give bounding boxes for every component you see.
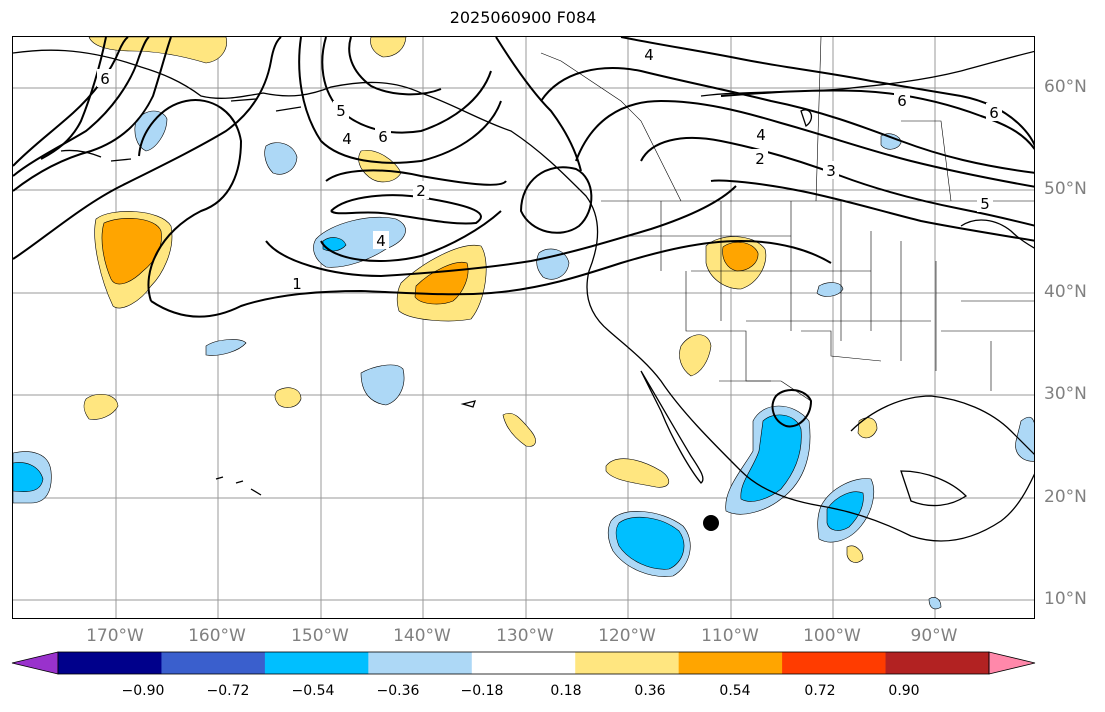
colorbar-tick-label: −0.90 — [121, 683, 165, 699]
pos-core-idaho — [722, 241, 759, 272]
contour-label: 2 — [755, 150, 765, 168]
lon-label: 120°W — [598, 626, 656, 646]
pos-region-subtrop-3 — [502, 412, 536, 447]
contour-label: 2 — [416, 182, 426, 200]
contour-label: 4 — [644, 46, 654, 64]
colorbar-segment — [575, 652, 680, 674]
colorbar-tick-label: 0.18 — [550, 683, 582, 699]
pos-region-c-america — [846, 545, 864, 563]
lon-label: 150°W — [291, 626, 349, 646]
colorbar-segment — [161, 652, 266, 674]
map-title: 2025060900 F084 — [449, 8, 597, 27]
colorbar-tick-label: 0.54 — [719, 683, 751, 699]
lat-label: 10°N — [1044, 589, 1087, 609]
lon-label: 160°W — [188, 626, 246, 646]
lon-label: 170°W — [86, 626, 144, 646]
pos-core-aleutian-west — [101, 218, 162, 285]
colorbar-tick-label: −0.54 — [291, 683, 335, 699]
contour-label: 1 — [292, 275, 302, 293]
pos-region-nw-ak — [370, 37, 407, 58]
colorbar-extend-low — [11, 651, 59, 675]
lat-label: 50°N — [1044, 179, 1087, 199]
colorbar-tick-label: −0.72 — [206, 683, 250, 699]
neg-region-oregon — [536, 248, 570, 280]
neg-region-ak — [264, 142, 298, 175]
colorbar-tick-label: 0.36 — [634, 683, 666, 699]
neg-region-plains — [816, 282, 844, 297]
colorbar-segment — [885, 652, 990, 674]
lat-label: 20°N — [1044, 487, 1087, 507]
contour-label: 5 — [980, 195, 990, 213]
contour-lines — [13, 37, 1034, 428]
colorbar-tick-label: 0.90 — [888, 683, 920, 699]
lon-label: 90°W — [910, 626, 958, 646]
neg-region-canada — [880, 133, 902, 150]
contour-label-group: 1 2 2 3 4 4 4 4 5 5 6 6 6 6 — [97, 45, 1002, 293]
pos-region-subtrop-4 — [605, 458, 669, 488]
lat-label: 60°N — [1044, 77, 1087, 97]
contour-label: 4 — [342, 130, 352, 148]
state-borders — [540, 37, 1034, 402]
contour-label: 6 — [897, 92, 907, 110]
lon-label: 110°W — [701, 626, 759, 646]
pos-region-baja — [679, 334, 712, 377]
contour-label: 5 — [336, 102, 346, 120]
colorbar-segment — [782, 652, 887, 674]
contour-label: 6 — [100, 70, 110, 88]
colorbar — [11, 651, 1036, 675]
contour-label: 4 — [756, 126, 766, 144]
contour-label: 6 — [989, 104, 999, 122]
contour-label: 4 — [376, 232, 386, 250]
pos-region-gulf-mx — [857, 417, 878, 439]
neg-core-mexico — [740, 414, 802, 502]
contour-label: 6 — [378, 128, 388, 146]
lon-label: 130°W — [496, 626, 554, 646]
colorbar-extend-high — [988, 651, 1036, 675]
colorbar-tick-label: −0.18 — [460, 683, 504, 699]
neg-core-gulf — [322, 237, 347, 252]
neg-region-mid-pac — [205, 339, 247, 356]
colorbar-segments — [11, 651, 1036, 675]
shading-negative — [13, 110, 1034, 610]
neg-core-west-edge — [13, 462, 44, 492]
pos-region-subtrop-2 — [274, 387, 302, 408]
colorbar-segment — [264, 652, 369, 674]
colorbar-tick-label: 0.72 — [804, 683, 836, 699]
pos-region-ne-pacific — [358, 150, 402, 183]
neg-region-s-small — [928, 597, 942, 610]
pos-region-subtrop-1 — [83, 393, 119, 420]
colorbar-segment — [471, 652, 576, 674]
lon-label: 100°W — [803, 626, 861, 646]
lat-label: 30°N — [1044, 384, 1087, 404]
lon-label: 140°W — [393, 626, 451, 646]
colorbar-segment — [58, 652, 162, 674]
contour-label: 3 — [826, 162, 836, 180]
colorbar-outline — [57, 651, 990, 675]
pos-region-bering — [88, 37, 227, 64]
colorbar-segment — [368, 652, 473, 674]
lat-label: 40°N — [1044, 282, 1087, 302]
map-canvas: 1 2 2 3 4 4 4 4 5 5 6 6 6 6 — [13, 37, 1034, 618]
neg-region-mid-pac-2 — [360, 364, 405, 406]
map-panel[interactable]: 1 2 2 3 4 4 4 4 5 5 6 6 6 6 — [12, 36, 1035, 619]
colorbar-segment — [678, 652, 783, 674]
neg-core-offshore-mx — [615, 516, 685, 570]
point-marker — [703, 515, 719, 531]
colorbar-tick-label: −0.36 — [376, 683, 420, 699]
